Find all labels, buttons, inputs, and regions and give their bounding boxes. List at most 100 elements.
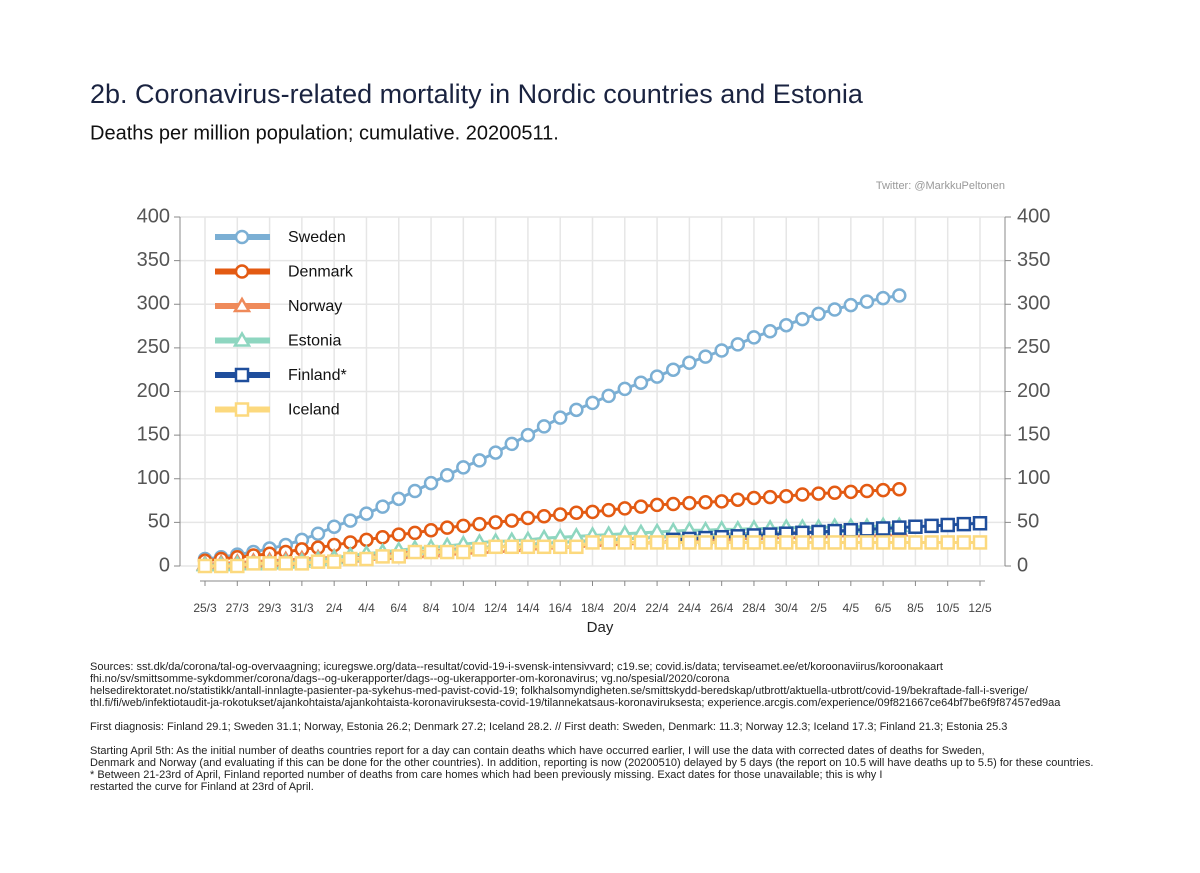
y-tick-label: 350 [137, 249, 170, 271]
data-point [520, 510, 536, 526]
y-tick-label: 150 [137, 423, 170, 445]
data-point [488, 539, 503, 555]
y2-tick-label: 100 [1017, 467, 1050, 489]
data-point [779, 488, 794, 504]
legend-marker [234, 367, 250, 383]
footnote: fhi.no/sv/smittsomme-sykdommer/corona/da… [90, 673, 730, 685]
data-point [908, 535, 923, 550]
legend-marker [234, 264, 250, 279]
x-tick-label: 24/4 [678, 601, 702, 615]
data-point [682, 495, 697, 511]
data-point [746, 330, 762, 345]
x-tick-label: 16/4 [549, 601, 573, 615]
data-point [439, 468, 455, 483]
data-point [343, 551, 358, 567]
y-tick-label: 50 [148, 511, 170, 533]
x-tick-label: 8/4 [423, 601, 440, 615]
data-point [359, 551, 374, 567]
data-point [875, 290, 891, 306]
data-point [213, 558, 229, 574]
data-point [746, 490, 762, 506]
data-point [262, 556, 277, 571]
data-point [246, 556, 261, 571]
legend-label: Sweden [288, 229, 346, 246]
data-point [391, 527, 406, 542]
data-point [294, 556, 310, 571]
data-point [647, 522, 667, 539]
data-point [278, 556, 293, 571]
data-point [585, 535, 600, 550]
data-point [956, 535, 972, 550]
legend-marker [232, 331, 252, 347]
data-point [843, 535, 859, 550]
data-point [456, 544, 471, 560]
data-point [472, 516, 487, 532]
data-point [552, 410, 568, 425]
data-point [359, 506, 374, 521]
data-point [698, 535, 713, 550]
data-point [569, 505, 584, 521]
footnote: Denmark and Norway (and evaluating if th… [90, 757, 1093, 769]
legend-label: Estonia [288, 333, 341, 350]
data-point [601, 388, 616, 404]
data-point [811, 486, 826, 501]
data-point [504, 539, 520, 555]
x-tick-label: 4/4 [358, 601, 375, 615]
data-point [698, 495, 713, 510]
x-tick-label: 28/4 [742, 601, 766, 615]
data-point [617, 501, 633, 516]
y-tick-label: 300 [137, 293, 170, 315]
legend-label: Finland* [288, 367, 347, 384]
data-point [488, 445, 503, 460]
data-point [359, 532, 374, 548]
data-point [310, 526, 326, 541]
footnote: restarted the curve for Finland at 23rd … [90, 781, 314, 793]
data-point [892, 520, 907, 535]
data-point [197, 558, 213, 574]
data-point [875, 521, 891, 536]
data-point [665, 362, 681, 377]
data-point [827, 485, 842, 500]
chart-title: 2b. Coronavirus-related mortality in Nor… [90, 79, 864, 109]
data-point [375, 529, 390, 545]
data-point [504, 513, 520, 528]
data-point [811, 306, 826, 322]
data-point [520, 427, 536, 443]
x-axis-label: Day [587, 619, 614, 636]
data-point [827, 302, 842, 317]
data-point [972, 535, 988, 550]
data-point [714, 494, 729, 509]
x-tick-label: 20/4 [613, 601, 637, 615]
data-point [762, 535, 778, 550]
data-point [827, 535, 842, 550]
data-point [567, 526, 586, 543]
data-point [956, 516, 972, 532]
legend-label: Norway [288, 298, 342, 315]
data-point [585, 395, 600, 411]
data-point [730, 337, 746, 352]
footnote: thl.fi/fi/web/infektiotaudit-ja-rokotuks… [90, 697, 1061, 709]
data-point [682, 535, 697, 550]
data-point [423, 475, 439, 491]
x-tick-label: 12/4 [484, 601, 508, 615]
data-point [456, 518, 471, 534]
data-point [972, 515, 988, 531]
footnote: Starting April 5th: As the initial numbe… [90, 745, 985, 757]
y2-tick-label: 50 [1017, 511, 1039, 533]
data-point [585, 504, 600, 520]
data-point [843, 297, 859, 313]
data-point [908, 519, 923, 534]
legend-label: Denmark [288, 264, 354, 281]
legend-label: Iceland [288, 402, 340, 419]
x-tick-label: 31/3 [290, 601, 314, 615]
legend-marker [232, 296, 252, 313]
data-point [649, 369, 665, 384]
legend-marker [234, 402, 250, 417]
data-point [714, 535, 729, 550]
data-point [472, 542, 487, 557]
data-point [552, 507, 568, 522]
data-point [617, 381, 633, 397]
chart-subtitle: Deaths per million population; cumulativ… [90, 122, 559, 144]
data-point [649, 535, 665, 550]
data-point [859, 483, 875, 499]
